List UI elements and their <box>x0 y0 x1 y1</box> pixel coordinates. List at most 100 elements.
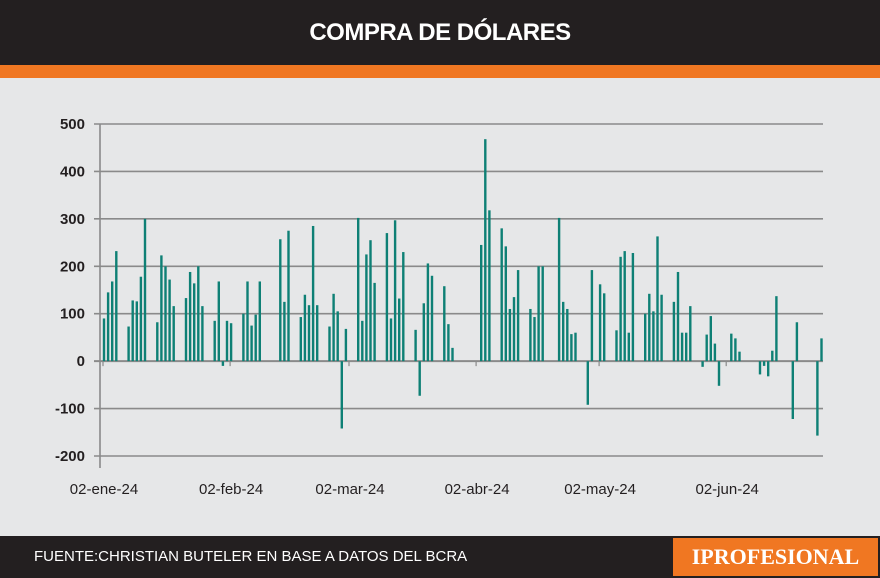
bar <box>201 306 204 362</box>
bar <box>164 266 167 362</box>
bar <box>652 311 655 362</box>
bar <box>451 347 454 362</box>
bar <box>570 334 573 362</box>
bar <box>623 251 626 362</box>
bar <box>590 270 594 362</box>
bar <box>676 271 680 362</box>
bar <box>418 361 421 396</box>
accent-stripe <box>0 65 880 78</box>
bar <box>648 293 651 362</box>
bar <box>738 351 741 362</box>
bar <box>734 338 737 362</box>
bar <box>512 297 516 362</box>
bar <box>328 326 331 362</box>
y-tick-label: 500 <box>60 116 85 133</box>
bar <box>480 244 483 362</box>
x-tick-label: 02-ene-24 <box>70 481 138 498</box>
bar <box>516 270 520 362</box>
bar <box>398 298 401 362</box>
bar <box>197 266 200 362</box>
x-tick-label: 02-may-24 <box>564 481 636 498</box>
bar <box>332 293 335 362</box>
bar <box>135 301 138 362</box>
bar <box>705 334 708 362</box>
bar <box>168 279 171 362</box>
bar <box>484 139 487 362</box>
bar <box>488 210 491 362</box>
bar-chart: 500 400 300 200 100 0 -100 -200 02-ene-24 02-feb-… <box>55 116 823 498</box>
bar <box>586 361 589 405</box>
y-tick-label: -100 <box>55 401 85 418</box>
bar <box>156 322 159 362</box>
y-tick-label: -200 <box>55 448 85 465</box>
bar <box>160 255 163 362</box>
bar <box>106 292 110 362</box>
bar <box>303 294 307 362</box>
bar <box>816 361 819 436</box>
bar <box>541 266 544 362</box>
bar <box>344 328 348 362</box>
bar <box>172 306 175 362</box>
x-tick-label: 02-abr-24 <box>445 481 510 498</box>
bar <box>689 306 692 362</box>
bar <box>369 240 372 362</box>
bar <box>143 218 147 362</box>
bar <box>246 281 249 362</box>
bar <box>627 332 630 362</box>
bar <box>299 317 302 362</box>
bar <box>537 266 540 362</box>
bar <box>402 252 405 362</box>
bar <box>504 246 507 362</box>
bar <box>529 308 532 362</box>
bar <box>250 325 253 362</box>
bar <box>287 230 290 362</box>
bar <box>127 326 130 362</box>
bar <box>430 275 434 362</box>
iprofesional-logo: IPROFESIONAL <box>673 538 878 576</box>
bar <box>631 253 635 362</box>
bar <box>615 330 618 362</box>
bar <box>385 233 389 362</box>
y-tick-label: 400 <box>60 163 85 180</box>
bar <box>775 296 778 362</box>
bar <box>557 217 561 362</box>
bar <box>340 361 343 429</box>
bar <box>188 271 192 362</box>
y-tick-label: 300 <box>60 211 85 228</box>
x-tick-label: 02-mar-24 <box>315 481 384 498</box>
bar <box>414 329 417 362</box>
bar <box>762 361 766 366</box>
bar <box>603 293 606 362</box>
bar <box>111 281 114 362</box>
bar <box>598 284 602 362</box>
bar <box>361 320 364 362</box>
bar <box>242 313 245 362</box>
bar <box>771 350 774 362</box>
bar <box>139 276 143 362</box>
bar <box>533 317 536 362</box>
bar <box>701 361 704 367</box>
bar <box>102 318 106 362</box>
bar <box>184 298 188 362</box>
bar <box>357 217 360 362</box>
bar <box>422 303 425 362</box>
bar <box>680 332 684 362</box>
x-tick-label: 02-feb-24 <box>199 481 263 498</box>
bar <box>283 301 286 362</box>
bar <box>193 283 196 362</box>
bar <box>820 338 823 362</box>
bar <box>311 225 315 362</box>
bar <box>316 305 319 362</box>
bar <box>225 320 229 362</box>
x-tick-label: 02-jun-24 <box>696 481 759 498</box>
bar <box>229 323 233 362</box>
bar <box>258 281 261 362</box>
bar <box>217 281 220 362</box>
bar <box>115 251 118 362</box>
bar <box>574 332 577 362</box>
bar <box>566 308 569 362</box>
bar <box>709 316 712 362</box>
bar <box>131 300 134 362</box>
bar <box>758 361 762 375</box>
bar <box>365 254 368 362</box>
